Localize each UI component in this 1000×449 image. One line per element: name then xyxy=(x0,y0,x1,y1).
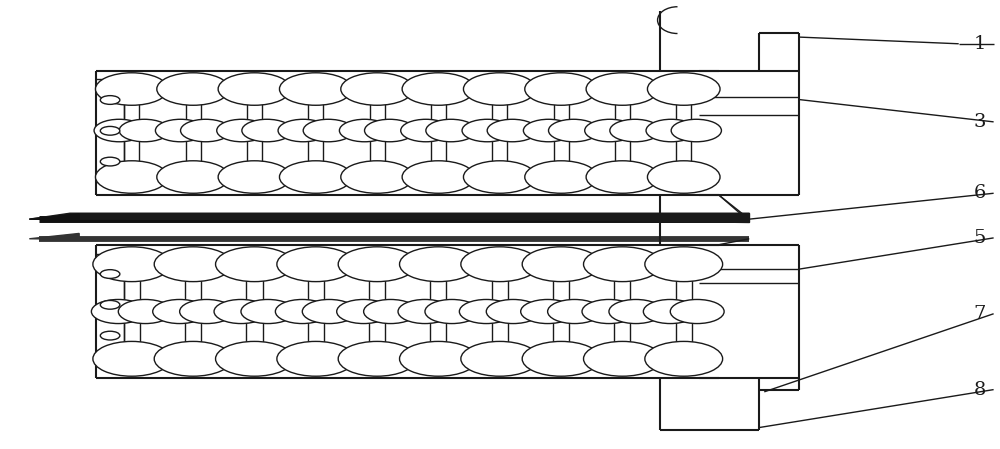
Polygon shape xyxy=(29,214,79,220)
Circle shape xyxy=(95,73,168,105)
Circle shape xyxy=(118,299,172,324)
Text: 7: 7 xyxy=(974,305,986,323)
Circle shape xyxy=(216,247,293,282)
Circle shape xyxy=(400,247,477,282)
Circle shape xyxy=(487,119,537,142)
Circle shape xyxy=(154,247,232,282)
Polygon shape xyxy=(69,213,749,222)
Circle shape xyxy=(548,299,601,324)
Polygon shape xyxy=(29,213,749,220)
Circle shape xyxy=(302,299,356,324)
Circle shape xyxy=(647,73,720,105)
Circle shape xyxy=(645,247,723,282)
Circle shape xyxy=(459,299,513,324)
Circle shape xyxy=(341,161,413,193)
Circle shape xyxy=(584,341,661,376)
Circle shape xyxy=(586,161,659,193)
Circle shape xyxy=(400,341,477,376)
Circle shape xyxy=(525,161,597,193)
Circle shape xyxy=(584,247,661,282)
Circle shape xyxy=(217,119,267,142)
Circle shape xyxy=(100,96,120,104)
Circle shape xyxy=(242,119,292,142)
Circle shape xyxy=(339,119,390,142)
Text: 5: 5 xyxy=(974,229,986,247)
Circle shape xyxy=(218,73,291,105)
Circle shape xyxy=(582,299,636,324)
Text: 6: 6 xyxy=(974,184,986,202)
Circle shape xyxy=(463,73,536,105)
Circle shape xyxy=(93,247,171,282)
Circle shape xyxy=(277,247,355,282)
Circle shape xyxy=(671,119,721,142)
Circle shape xyxy=(278,119,328,142)
Circle shape xyxy=(425,299,479,324)
Circle shape xyxy=(402,73,475,105)
Text: 1: 1 xyxy=(974,35,986,53)
Circle shape xyxy=(100,157,120,166)
Circle shape xyxy=(303,119,353,142)
Circle shape xyxy=(610,119,660,142)
Polygon shape xyxy=(29,233,79,239)
Circle shape xyxy=(94,119,144,142)
Circle shape xyxy=(157,161,229,193)
Text: 3: 3 xyxy=(974,113,986,131)
Circle shape xyxy=(93,341,171,376)
Circle shape xyxy=(181,119,231,142)
Circle shape xyxy=(525,73,597,105)
Circle shape xyxy=(338,247,416,282)
Circle shape xyxy=(279,73,352,105)
Circle shape xyxy=(643,299,697,324)
Circle shape xyxy=(646,119,696,142)
Circle shape xyxy=(279,161,352,193)
Circle shape xyxy=(461,247,539,282)
Circle shape xyxy=(486,299,540,324)
Circle shape xyxy=(462,119,512,142)
Circle shape xyxy=(463,161,536,193)
Circle shape xyxy=(523,119,574,142)
Text: 8: 8 xyxy=(974,381,986,399)
Circle shape xyxy=(153,299,207,324)
Circle shape xyxy=(645,341,723,376)
Circle shape xyxy=(609,299,663,324)
Circle shape xyxy=(154,341,232,376)
Circle shape xyxy=(241,299,295,324)
Circle shape xyxy=(461,341,539,376)
Circle shape xyxy=(338,341,416,376)
Circle shape xyxy=(401,119,451,142)
Circle shape xyxy=(100,300,120,309)
Circle shape xyxy=(398,299,452,324)
Circle shape xyxy=(365,119,415,142)
Circle shape xyxy=(180,299,233,324)
Circle shape xyxy=(157,73,229,105)
Circle shape xyxy=(100,331,120,340)
Circle shape xyxy=(522,341,600,376)
Circle shape xyxy=(522,247,600,282)
Circle shape xyxy=(91,299,145,324)
Circle shape xyxy=(341,73,413,105)
Circle shape xyxy=(155,119,206,142)
Circle shape xyxy=(521,299,575,324)
Circle shape xyxy=(337,299,391,324)
Circle shape xyxy=(586,73,659,105)
Circle shape xyxy=(95,161,168,193)
Circle shape xyxy=(549,119,599,142)
Circle shape xyxy=(426,119,476,142)
Circle shape xyxy=(647,161,720,193)
Circle shape xyxy=(275,299,329,324)
Circle shape xyxy=(218,161,291,193)
Circle shape xyxy=(364,299,417,324)
Circle shape xyxy=(216,341,293,376)
Circle shape xyxy=(119,119,169,142)
Circle shape xyxy=(277,341,355,376)
Circle shape xyxy=(670,299,724,324)
Circle shape xyxy=(214,299,268,324)
Circle shape xyxy=(100,270,120,278)
Circle shape xyxy=(100,127,120,135)
Circle shape xyxy=(585,119,635,142)
Circle shape xyxy=(402,161,475,193)
